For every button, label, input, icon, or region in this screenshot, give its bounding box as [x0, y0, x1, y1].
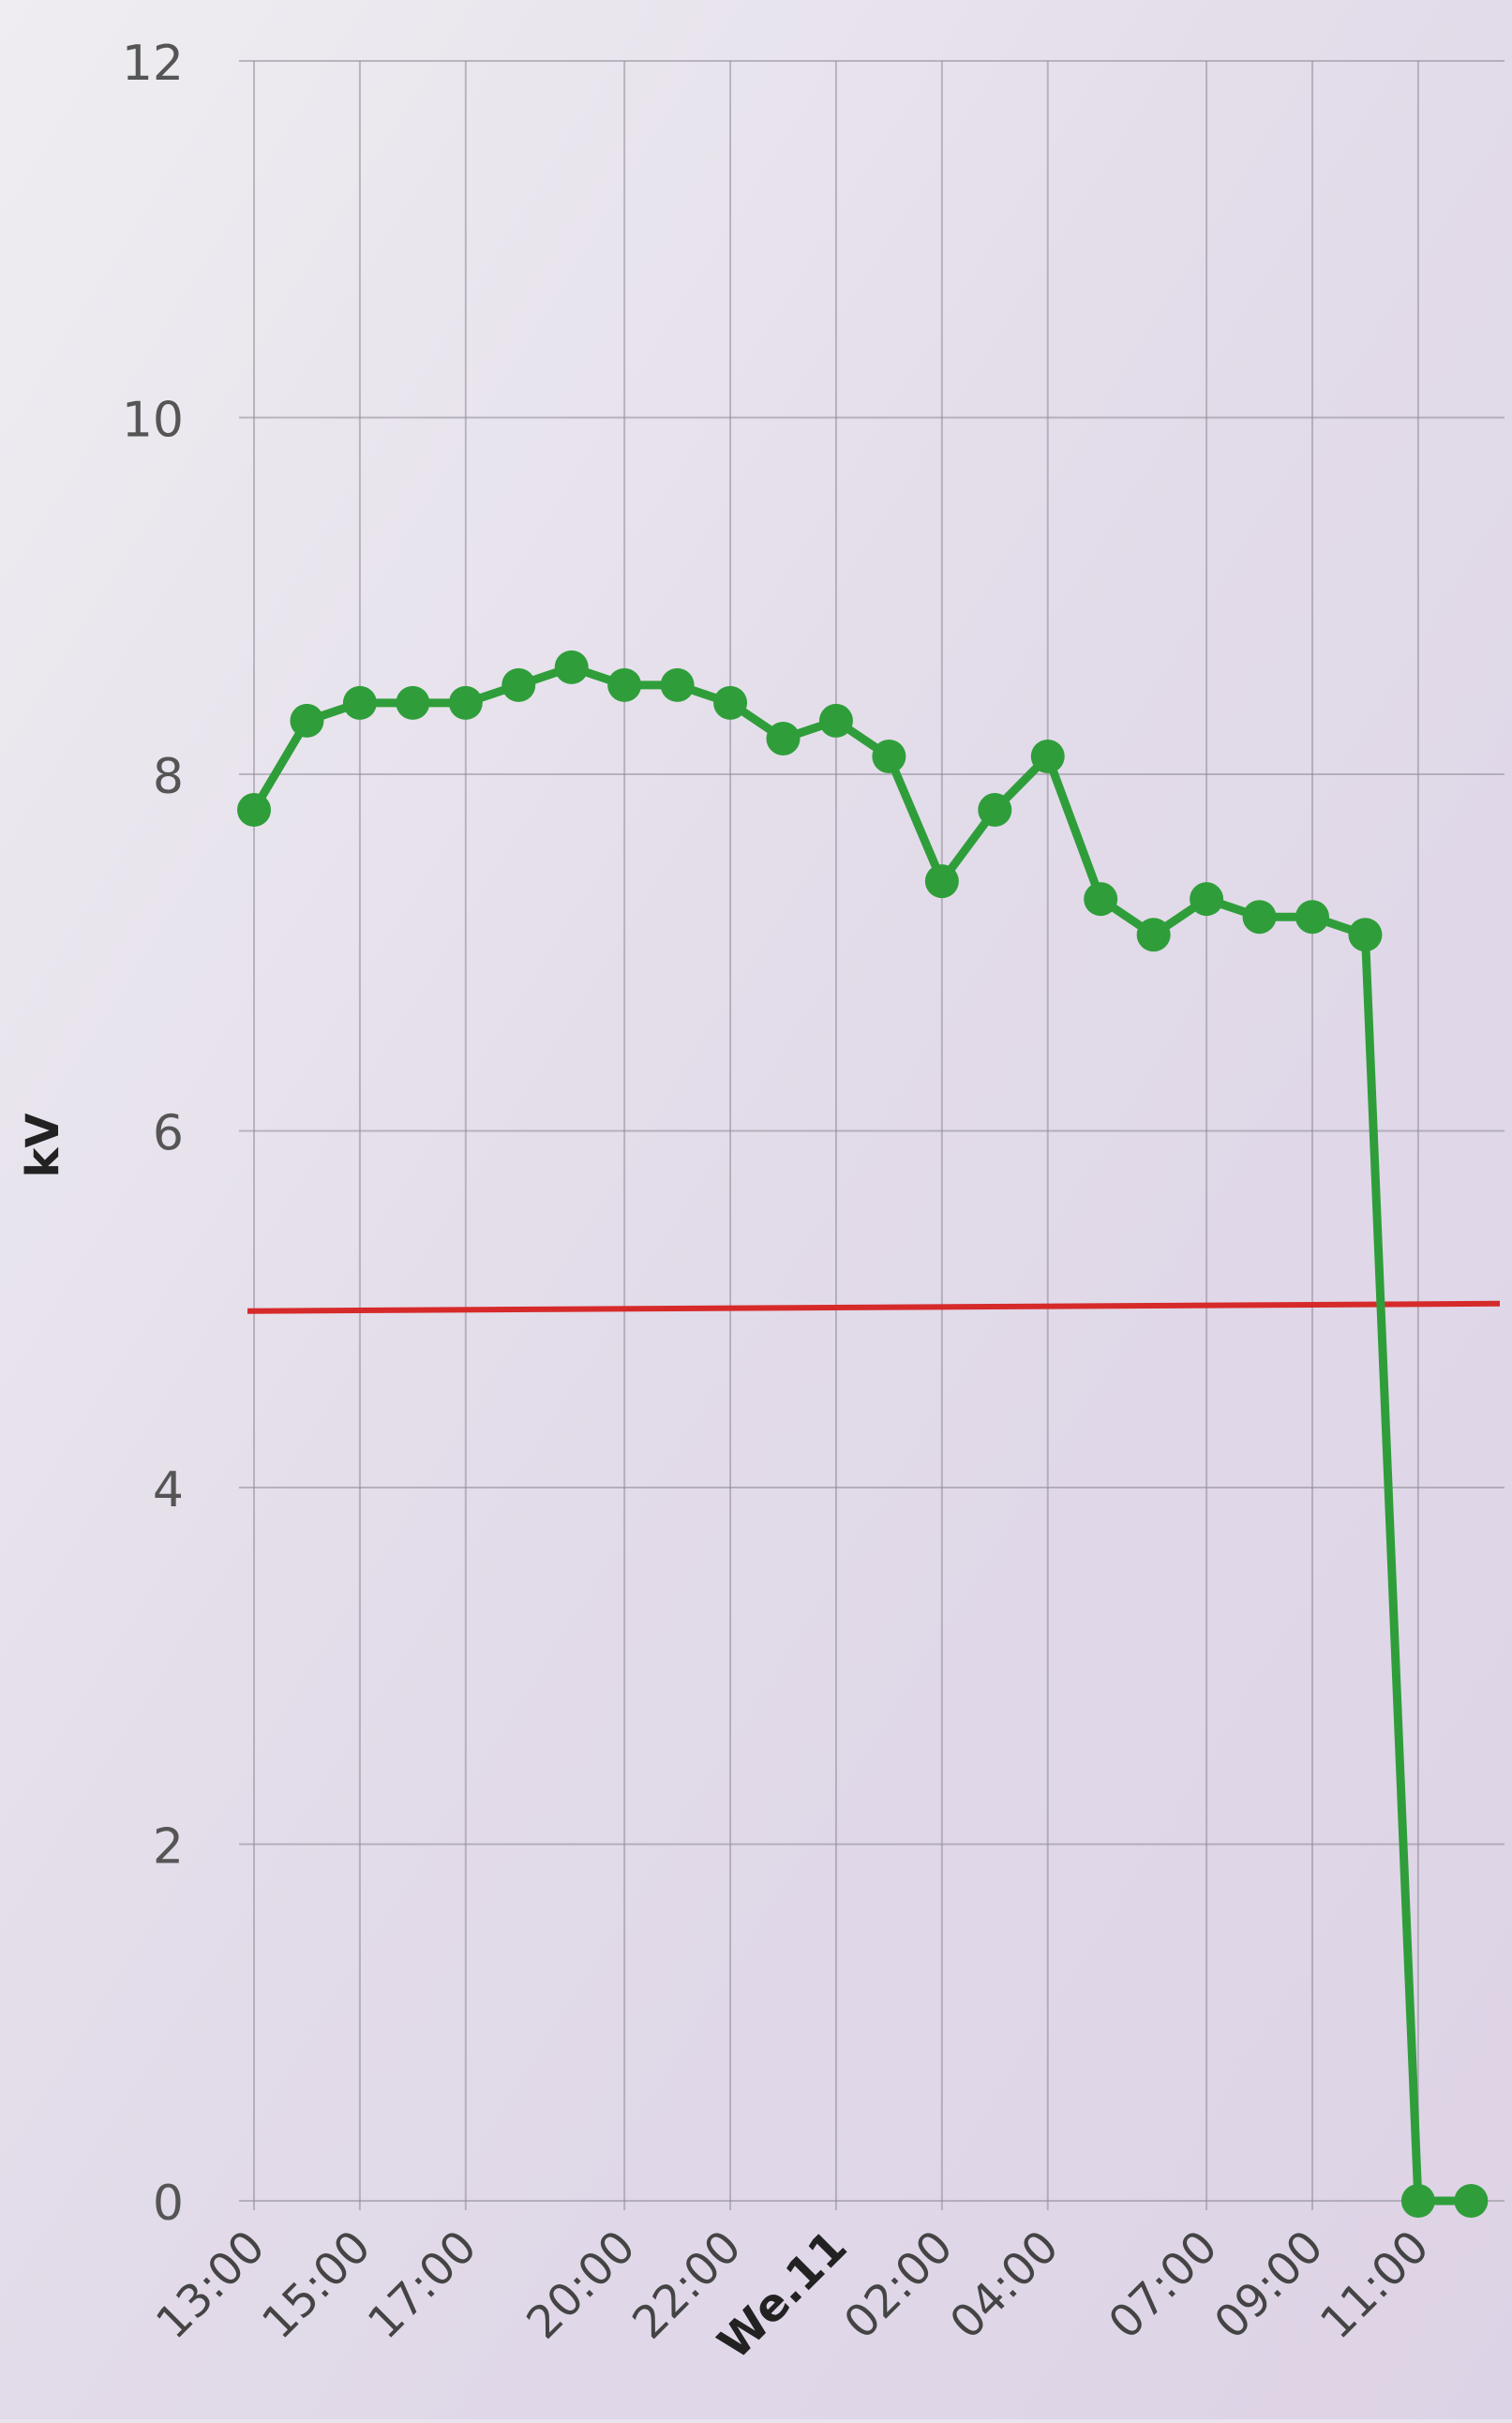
- y-tick-label: 0: [153, 2176, 184, 2232]
- data-point: [713, 685, 748, 720]
- y-tick-label: 2: [153, 1819, 184, 1876]
- data-point: [290, 703, 324, 738]
- data-point: [766, 721, 801, 755]
- data-point: [502, 667, 536, 702]
- y-tick-label: 6: [153, 1106, 184, 1162]
- data-point: [660, 667, 695, 702]
- data-point: [1084, 882, 1118, 917]
- data-point: [1242, 900, 1277, 935]
- y-axis-label: kV: [17, 1113, 69, 1177]
- data-point: [1454, 2184, 1489, 2218]
- data-point: [237, 793, 271, 828]
- threshold-layer: [247, 1300, 1501, 1314]
- data-point: [607, 667, 642, 702]
- data-point: [342, 685, 377, 720]
- grid: [239, 60, 1505, 2210]
- data-point: [872, 739, 906, 773]
- data-point: [1348, 918, 1383, 952]
- y-axis: 0 2 4 6 8 10 12: [122, 36, 184, 2232]
- data-point: [1136, 918, 1171, 952]
- y-tick-label: 8: [153, 749, 184, 805]
- data-point: [924, 864, 959, 899]
- data-point: [1295, 900, 1329, 935]
- data-point: [818, 703, 853, 738]
- data-point: [396, 685, 430, 720]
- y-tick-label: 4: [153, 1462, 184, 1518]
- data-point: [1030, 739, 1065, 773]
- data-point: [978, 793, 1012, 828]
- data-point: [1190, 882, 1224, 917]
- data-point: [1400, 2184, 1435, 2218]
- threshold-line: [247, 1300, 1501, 1314]
- y-tick-label: 12: [122, 36, 184, 92]
- y-tick-label: 10: [122, 393, 184, 449]
- data-point: [554, 650, 589, 684]
- series-layer: [237, 650, 1489, 2218]
- data-point: [448, 685, 483, 720]
